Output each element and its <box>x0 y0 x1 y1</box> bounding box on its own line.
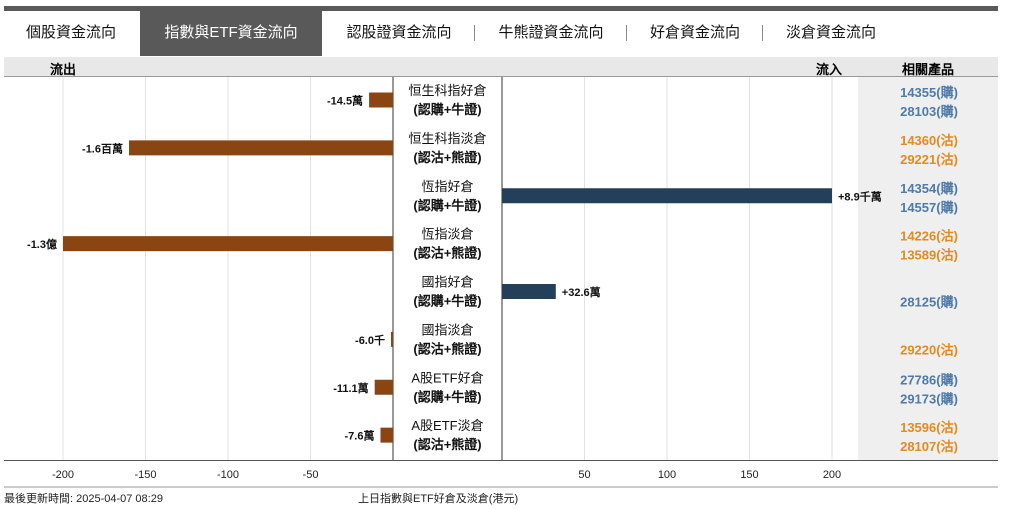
category-label: 恆指淡倉 <box>421 227 473 242</box>
product-link[interactable]: 14557(購) <box>900 200 958 215</box>
bar-negative <box>380 427 393 443</box>
x-tick-label: 50 <box>578 469 590 481</box>
value-label: -1.3億 <box>27 237 57 251</box>
tab-separator <box>474 25 475 41</box>
product-link[interactable]: 28125(購) <box>900 295 958 310</box>
product-link[interactable]: 14355(購) <box>900 85 958 100</box>
category-label: 恆指好倉 <box>421 179 473 194</box>
category-label: A股ETF好倉 <box>411 370 483 385</box>
product-link[interactable]: 28103(購) <box>900 104 958 119</box>
product-link[interactable]: 29220(沽) <box>900 342 958 357</box>
product-link[interactable]: 14360(沽) <box>900 133 958 148</box>
bar-positive <box>502 188 832 204</box>
tab-cbbc-flow[interactable]: 牛熊證資金流向 <box>498 24 604 41</box>
x-tick-label: -150 <box>134 469 156 481</box>
x-tick-label: -200 <box>52 469 74 481</box>
bar-negative <box>391 331 393 347</box>
x-tick-label: 200 <box>823 469 841 481</box>
category-sublabel: (認沽+熊證) <box>413 150 481 165</box>
bar-negative <box>374 379 393 395</box>
tab-separator <box>626 25 627 41</box>
bar-positive <box>502 284 556 299</box>
tab-warrant-flow[interactable]: 認股證資金流向 <box>346 24 452 41</box>
category-sublabel: (認購+牛證) <box>413 102 481 117</box>
x-tick-label: 150 <box>740 469 758 481</box>
product-link[interactable]: 28107(沽) <box>900 439 958 454</box>
tab-separator <box>762 25 763 41</box>
bar-negative <box>129 140 393 156</box>
value-label: -1.6百萬 <box>82 141 123 155</box>
chart-caption: 上日指數與ETF好倉及淡倉(港元) <box>358 493 519 505</box>
category-label: A股ETF淡倉 <box>411 418 483 433</box>
category-sublabel: (認沽+熊證) <box>413 341 481 356</box>
tab-short-flow[interactable]: 淡倉資金流向 <box>785 24 876 41</box>
category-sublabel: (認購+牛證) <box>413 294 481 309</box>
products-label: 相關產品 <box>902 62 955 77</box>
tab-index-etf-flow[interactable]: 指數與ETF資金流向 <box>140 11 322 56</box>
category-sublabel: (認沽+熊證) <box>413 437 481 452</box>
last-updated: 最後更新時間: 2025-04-07 08:29 <box>4 493 163 505</box>
outflow-label: 流出 <box>50 62 77 77</box>
product-link[interactable]: 14354(購) <box>900 181 958 196</box>
tab-bar: 個股資金流向 指數與ETF資金流向 認股證資金流向 牛熊證資金流向 好倉資金流向… <box>4 11 998 56</box>
product-link[interactable]: 14226(沽) <box>900 229 958 244</box>
product-link[interactable]: 13589(沽) <box>900 248 958 263</box>
x-tick-label: 100 <box>658 469 676 481</box>
product-link[interactable]: 29221(沽) <box>900 152 958 167</box>
tab-long-flow[interactable]: 好倉資金流向 <box>649 24 740 41</box>
category-label: 國指淡倉 <box>421 322 473 337</box>
category-sublabel: (認沽+熊證) <box>413 246 481 261</box>
product-link[interactable]: 29173(購) <box>900 391 958 406</box>
bar-negative <box>63 236 393 252</box>
category-label: 恒生科指淡倉 <box>408 131 486 146</box>
value-label: +32.6萬 <box>562 285 601 299</box>
chart-header: 流出 流入 相關產品 <box>4 57 998 77</box>
x-tick-label: -50 <box>303 469 319 481</box>
products-column <box>858 77 998 460</box>
value-label: -7.6萬 <box>344 429 374 443</box>
category-label: 國指好倉 <box>421 275 473 290</box>
value-label: -11.1萬 <box>333 381 368 395</box>
category-label: 恒生科指好倉 <box>408 83 486 98</box>
product-link[interactable]: 27786(購) <box>900 372 958 387</box>
tab-stock-flow[interactable]: 個股資金流向 <box>25 24 116 41</box>
top-rule <box>4 6 998 11</box>
product-link[interactable]: 13596(沽) <box>900 420 958 435</box>
bar-negative <box>369 92 393 108</box>
value-label: +8.9千萬 <box>838 189 882 203</box>
category-sublabel: (認購+牛證) <box>413 389 481 404</box>
value-label: -14.5萬 <box>327 94 363 108</box>
category-sublabel: (認購+牛證) <box>413 198 481 213</box>
inflow-label: 流入 <box>816 62 843 77</box>
x-tick-label: -100 <box>217 469 239 481</box>
value-label: -6.0千 <box>355 333 385 347</box>
